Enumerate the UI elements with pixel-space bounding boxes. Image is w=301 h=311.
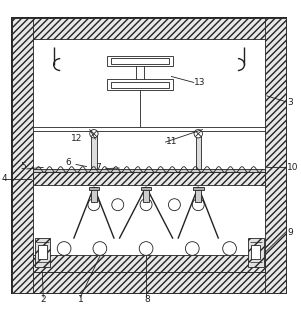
Text: 7: 7: [96, 163, 101, 172]
Circle shape: [192, 199, 204, 211]
Circle shape: [88, 199, 100, 211]
Text: 8: 8: [144, 295, 150, 304]
Circle shape: [194, 130, 203, 138]
Circle shape: [185, 242, 199, 255]
Text: 4: 4: [2, 174, 7, 183]
Circle shape: [90, 130, 98, 138]
Circle shape: [57, 242, 71, 255]
Text: 5: 5: [20, 162, 26, 171]
Circle shape: [93, 242, 107, 255]
Bar: [88, 187, 99, 190]
Bar: [35, 238, 50, 267]
Bar: [12, 272, 286, 293]
Circle shape: [139, 242, 153, 255]
Text: 11: 11: [166, 137, 178, 146]
Bar: [265, 18, 286, 293]
Bar: [33, 172, 265, 185]
Text: 1: 1: [78, 295, 84, 304]
Bar: [141, 187, 151, 190]
Bar: [107, 56, 173, 66]
Bar: [12, 18, 286, 39]
Text: 13: 13: [194, 78, 205, 87]
Bar: [196, 131, 201, 169]
Bar: [143, 187, 149, 202]
Bar: [91, 131, 97, 169]
Text: 2: 2: [40, 295, 46, 304]
Bar: [38, 245, 47, 259]
Bar: [33, 169, 265, 172]
Circle shape: [112, 199, 124, 211]
Bar: [193, 187, 203, 190]
Bar: [251, 245, 260, 259]
Bar: [12, 18, 33, 293]
Text: 12: 12: [71, 134, 82, 143]
Bar: [248, 238, 264, 267]
Bar: [107, 80, 173, 90]
Text: 10: 10: [287, 163, 299, 172]
Bar: [111, 81, 169, 88]
Bar: [91, 187, 97, 202]
Circle shape: [169, 199, 180, 211]
Circle shape: [140, 199, 152, 211]
Bar: [195, 187, 201, 202]
Text: 9: 9: [287, 228, 293, 237]
Bar: [33, 255, 265, 272]
Circle shape: [223, 242, 236, 255]
Bar: [111, 58, 169, 64]
Text: 3: 3: [287, 98, 293, 107]
Bar: [33, 39, 265, 272]
Text: 6: 6: [66, 158, 72, 167]
